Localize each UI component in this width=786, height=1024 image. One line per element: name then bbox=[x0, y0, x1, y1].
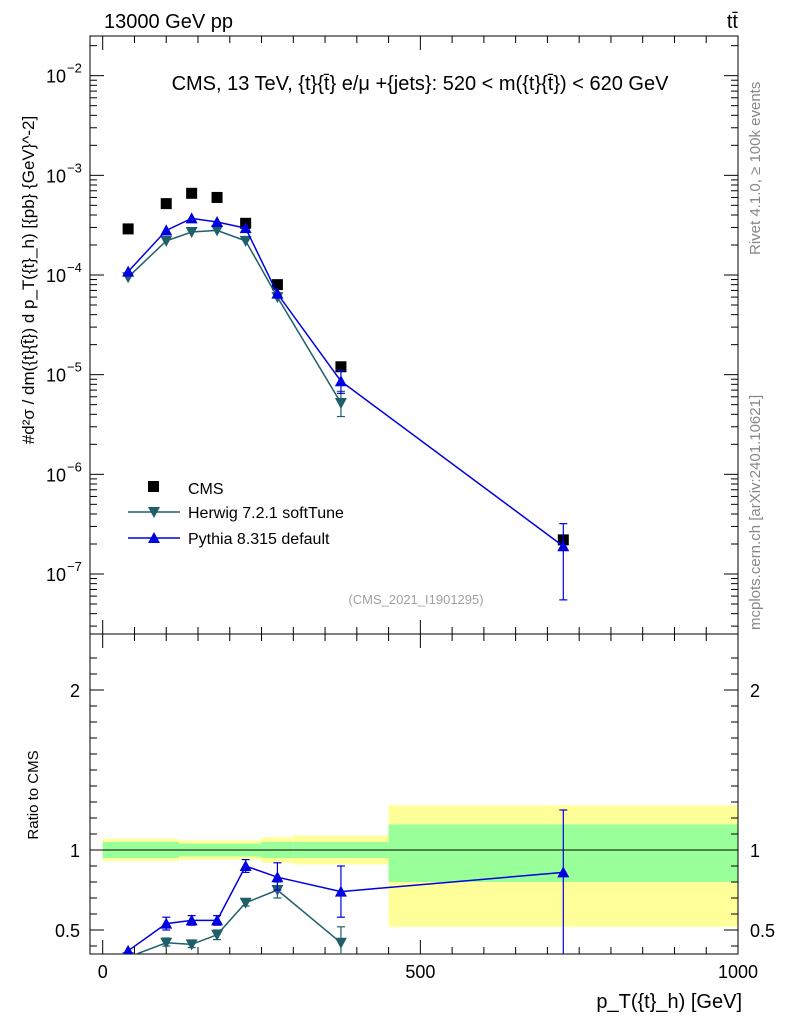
watermark: (CMS_2021_I1901295) bbox=[348, 592, 483, 607]
data-point bbox=[211, 191, 223, 203]
ratio-series-line bbox=[127, 865, 564, 952]
main-ylabel: #d²σ / dm({t}{t̄}) d p_T({t}_h) [{pb} {G… bbox=[19, 116, 38, 444]
ratio-ytick-label-right: 0.5 bbox=[750, 921, 775, 941]
data-point bbox=[334, 375, 347, 387]
main-ytick-label: 10 bbox=[46, 565, 66, 585]
ratio-data-point bbox=[185, 939, 198, 951]
ratio-error-bar bbox=[559, 809, 568, 954]
legend: CMS Herwig 7.2.1 softTune Pythia 8.315 d… bbox=[128, 481, 344, 548]
series-1 bbox=[122, 225, 347, 418]
main-ytick-label: 10 bbox=[46, 266, 66, 286]
ratio-xtick-label: 500 bbox=[405, 962, 435, 982]
data-point bbox=[122, 223, 134, 235]
data-point bbox=[122, 265, 135, 277]
ratio-xlabel: p_T({t}_h) [GeV] bbox=[596, 991, 742, 1013]
data-point bbox=[239, 222, 252, 234]
ratio-data-point bbox=[211, 914, 224, 926]
main-ytick-exp: −3 bbox=[67, 160, 82, 175]
ratio-series-line bbox=[134, 889, 342, 954]
legend-pythia-label: Pythia 8.315 default bbox=[188, 531, 330, 548]
ratio-data-point bbox=[557, 866, 570, 878]
main-ytick-exp: −4 bbox=[67, 260, 82, 275]
header-left: 13000 GeV pp bbox=[104, 11, 233, 33]
legend-cms-label: CMS bbox=[188, 481, 224, 498]
ratio-xtick-label: 0 bbox=[98, 962, 108, 982]
ratio-data-point bbox=[160, 917, 173, 929]
ratio-series-0 bbox=[122, 881, 347, 954]
data-point bbox=[160, 235, 173, 247]
ratio-data-point bbox=[211, 929, 224, 941]
data-point bbox=[239, 235, 252, 247]
data-point bbox=[334, 397, 347, 409]
data-point bbox=[185, 212, 198, 224]
series-line bbox=[127, 217, 564, 547]
main-ytick-label: 10 bbox=[46, 366, 66, 386]
ratio-panel: 0 500 1000 0.5 0.5 1 1 2 2 Ratio to CMS p_T({t}_… bbox=[25, 633, 775, 1013]
ratio-data-point bbox=[334, 937, 347, 949]
main-panel: 10−710−610−510−410−310−2 CMS, 13 TeV, {t… bbox=[19, 35, 739, 635]
main-ytick-label: 10 bbox=[46, 465, 66, 485]
main-ylabel-prefix: # bbox=[19, 434, 38, 444]
data-point bbox=[211, 216, 224, 228]
main-ylabel-text: d²σ / dm({t}{t̄}) d p_T({t}_h) [{pb} {Ge… bbox=[19, 116, 38, 435]
main-title: CMS, 13 TeV, {t}{t̄} e/μ +{jets}: 520 < … bbox=[172, 73, 670, 95]
ratio-data-point bbox=[239, 897, 252, 909]
mcplots-label: mcplots.cern.ch [arXiv:2401.10621] bbox=[747, 395, 764, 630]
ratio-ytick-label: 2 bbox=[70, 681, 80, 701]
ratio-ytick-label-right: 2 bbox=[750, 681, 760, 701]
series-2 bbox=[122, 212, 570, 601]
main-ytick-exp: −6 bbox=[67, 459, 82, 474]
legend-herwig-label: Herwig 7.2.1 softTune bbox=[188, 505, 344, 522]
data-point bbox=[185, 227, 198, 239]
data-point bbox=[557, 540, 570, 552]
data-point bbox=[335, 361, 347, 373]
legend-cms-marker bbox=[148, 481, 159, 492]
main-ytick-exp: −5 bbox=[67, 360, 82, 375]
main-ytick-label: 10 bbox=[46, 166, 66, 186]
ratio-data-point bbox=[239, 860, 252, 871]
rivet-label: Rivet 4.1.0, ≥ 100k events bbox=[747, 82, 764, 255]
ratio-series-1 bbox=[123, 809, 570, 954]
ratio-data-point bbox=[185, 914, 198, 926]
ratio-ytick-label: 0.5 bbox=[55, 921, 80, 941]
data-point bbox=[160, 224, 173, 236]
main-ytick-label: 10 bbox=[46, 67, 66, 87]
header-right: tt̄ bbox=[727, 11, 739, 33]
legend-pythia-marker bbox=[148, 532, 160, 543]
data-point bbox=[271, 279, 283, 291]
ratio-data-point bbox=[160, 937, 173, 949]
ratio-ylabel: Ratio to CMS bbox=[25, 750, 42, 839]
legend-herwig-marker bbox=[148, 507, 160, 518]
ratio-ytick-label-right: 1 bbox=[750, 841, 760, 861]
ratio-ytick-label: 1 bbox=[70, 841, 80, 861]
ratio-data-point bbox=[271, 871, 284, 883]
main-ytick-exp: −2 bbox=[67, 61, 82, 76]
ratio-frame bbox=[89, 633, 739, 955]
data-point bbox=[271, 287, 284, 299]
ratio-data-point bbox=[123, 944, 134, 954]
ratio-data-point bbox=[334, 885, 347, 897]
ratio-xtick-label: 1000 bbox=[718, 962, 758, 982]
series-line bbox=[127, 229, 342, 404]
main-ytick-exp: −7 bbox=[67, 559, 82, 574]
ratio-series-group bbox=[122, 809, 570, 954]
data-point bbox=[160, 198, 172, 210]
data-point bbox=[186, 187, 198, 199]
error-bar bbox=[559, 523, 568, 601]
data-point bbox=[211, 225, 224, 237]
